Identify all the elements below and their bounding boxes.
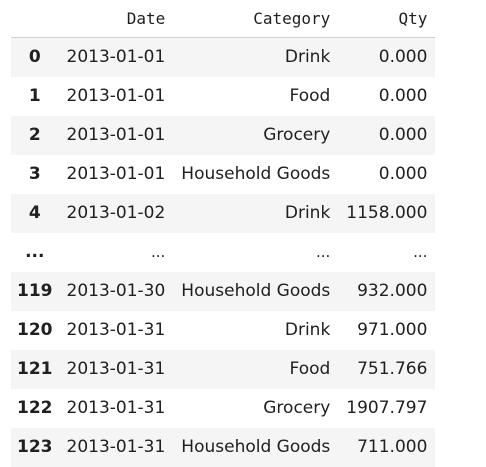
row-index: 4 [28,203,41,223]
cell-category: Household Goods [181,437,331,457]
cell-category: Food [289,86,331,106]
cell-date: 2013-01-31 [66,359,166,379]
cell-date: ... [150,243,166,261]
table-row: 119 2013-01-30 Household Goods 932.000 [11,271,436,311]
table-row: 3 2013-01-01 Household Goods 0.000 [11,155,435,194]
cell-qty: 1158.000 [346,203,428,223]
cell-qty: 711.000 [357,437,428,457]
cell-category: Drink [284,203,331,223]
table-row: 4 2013-01-02 Drink 1158.000 [11,193,436,233]
table-row: 123 2013-01-31 Household Goods 711.000 [11,427,436,467]
cell-date: 2013-01-31 [66,437,166,457]
table-row: 120 2013-01-31 Drink 971.000 [11,311,435,350]
table-row: 1 2013-01-01 Food 0.000 [11,77,435,116]
cell-date: 2013-01-01 [66,86,166,106]
row-index: 119 [17,281,53,301]
column-header-category: Category [173,0,339,38]
ellipsis-row: ............ [11,233,435,272]
row-index: 121 [17,359,53,379]
cell-qty: ... [413,243,428,261]
row-index: 123 [17,437,53,457]
cell-qty: 0.000 [378,125,428,145]
index-header [11,0,59,38]
table-body: 0 2013-01-01 Drink 0.000 1 2013-01-01 Food 0.00… [11,37,436,467]
cell-date: 2013-01-02 [66,203,166,223]
cell-category: Household Goods [181,164,331,184]
dataframe-output: Date Category Qty 0 2013-01-01 Drink 0.000 1… [11,0,436,467]
cell-qty: 751.766 [357,359,428,379]
cell-date: 2013-01-01 [66,125,166,145]
cell-category: Food [289,359,331,379]
cell-date: 2013-01-31 [66,320,166,340]
cell-category: Drink [284,47,331,68]
cell-date: 2013-01-30 [66,281,166,301]
cell-qty: 0.000 [378,47,428,68]
cell-category: ... [315,243,331,261]
cell-qty: 0.000 [378,164,428,184]
table-row: 2 2013-01-01 Grocery 0.000 [11,115,436,155]
dataframe-table: Date Category Qty 0 2013-01-01 Drink 0.000 1… [11,0,436,467]
cell-qty: 932.000 [357,281,428,301]
cell-qty: 971.000 [357,320,428,340]
column-header-qty: Qty [338,0,436,38]
row-index: 3 [28,164,41,184]
table-row: 121 2013-01-31 Food 751.766 [11,349,436,389]
table-row: 122 2013-01-31 Grocery 1907.797 [11,389,435,428]
row-index: 0 [28,47,41,68]
table-row: 0 2013-01-01 Drink 0.000 [11,37,436,77]
cell-category: Grocery [263,398,331,418]
cell-qty: 0.000 [378,86,428,106]
cell-date: 2013-01-31 [66,398,166,418]
row-index: 120 [17,320,53,340]
cell-category: Household Goods [181,281,331,301]
cell-qty: 1907.797 [346,398,428,418]
header-row: Date Category Qty [11,0,436,38]
row-index: 2 [28,125,41,145]
cell-category: Drink [284,320,331,340]
cell-date: 2013-01-01 [66,164,166,184]
row-index: 122 [17,398,53,418]
column-header-date: Date [58,0,174,38]
cell-date: 2013-01-01 [66,47,166,68]
cell-category: Grocery [263,125,331,145]
row-index: ... [25,242,45,262]
row-index: 1 [28,86,41,106]
